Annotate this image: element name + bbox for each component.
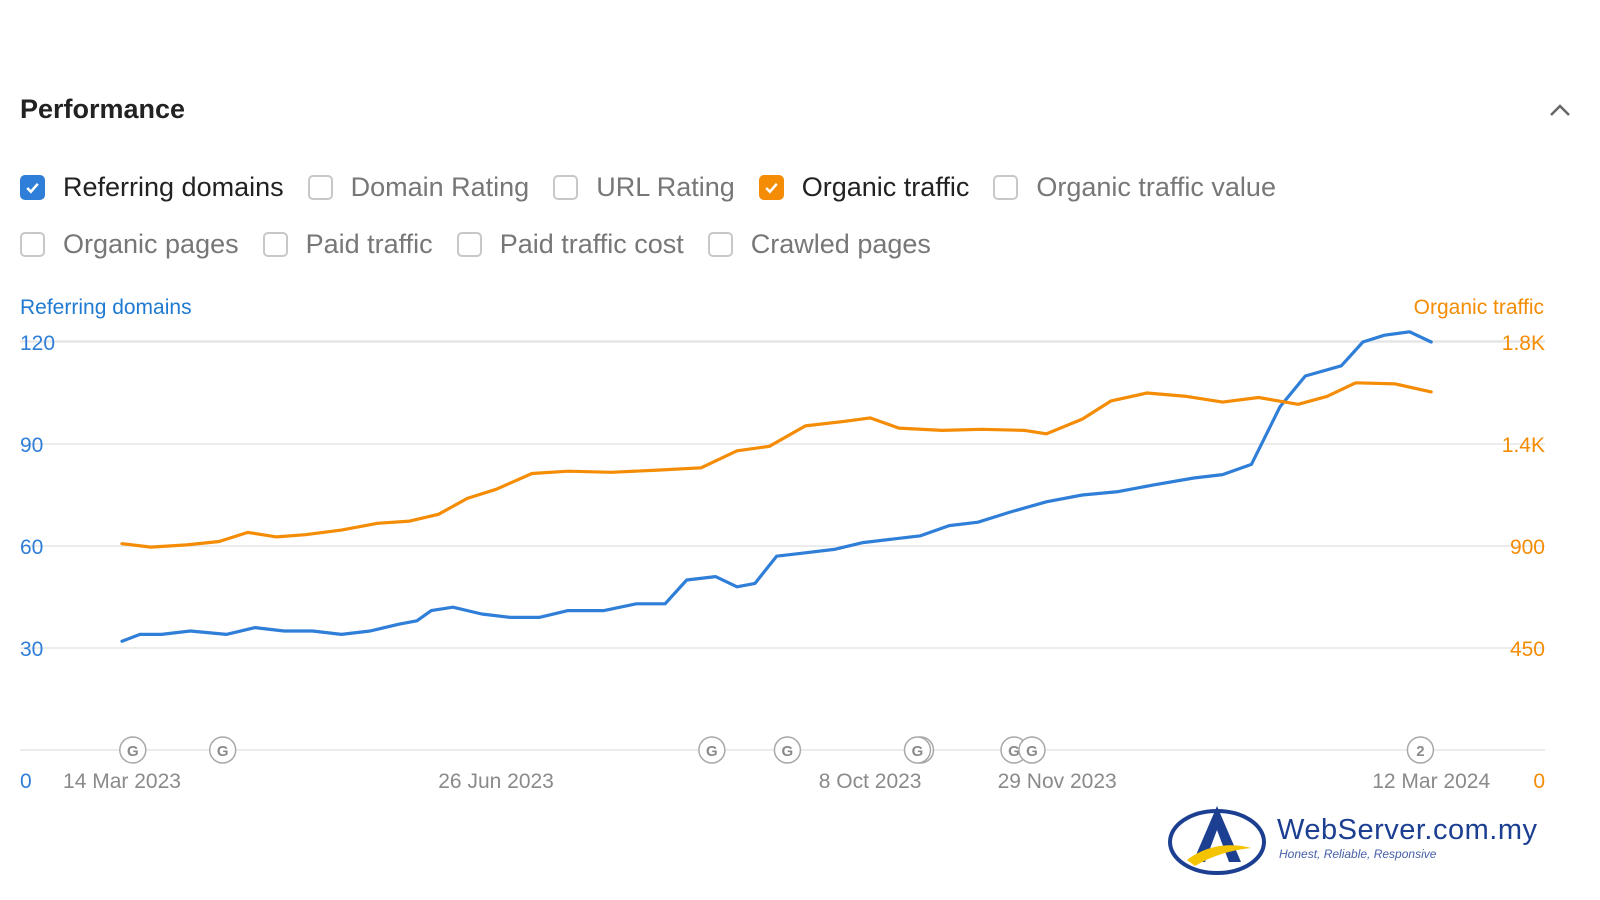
metric-label: Organic pages bbox=[63, 229, 239, 259]
metric-toggle-row-1: Referring domains Domain Rating URL Rati… bbox=[20, 172, 1300, 203]
checkbox-icon[interactable] bbox=[20, 232, 45, 257]
x-axis-tick-label: 26 Jun 2023 bbox=[438, 770, 554, 793]
metric-label: Paid traffic cost bbox=[499, 229, 684, 259]
metric-label: URL Rating bbox=[596, 172, 735, 202]
metric-label: Organic traffic value bbox=[1036, 172, 1276, 202]
annotation-label: G bbox=[1008, 743, 1020, 760]
metric-organic-traffic-value[interactable]: Organic traffic value bbox=[993, 172, 1276, 203]
metric-toggle-row-2: Organic pages Paid traffic Paid traffic … bbox=[20, 229, 955, 260]
logo-name: WebServer.com.my bbox=[1277, 814, 1538, 846]
panel-title: Performance bbox=[20, 94, 186, 124]
right-axis-tick-label: 450 bbox=[1510, 638, 1545, 661]
right-axis-tick-label: 1.8K bbox=[1502, 332, 1545, 355]
checkbox-icon[interactable] bbox=[707, 232, 733, 257]
metric-url-rating[interactable]: URL Rating bbox=[553, 172, 735, 203]
annotation-label: G bbox=[912, 743, 924, 760]
annotation-label: G bbox=[217, 743, 229, 760]
webserver-logo: WebServer.com.my Honest, Reliable, Respo… bbox=[1165, 800, 1565, 880]
metric-label: Domain Rating bbox=[350, 172, 530, 202]
metric-paid-traffic-cost[interactable]: Paid traffic cost bbox=[456, 229, 684, 260]
annotation-label: G bbox=[782, 743, 794, 760]
metric-label: Crawled pages bbox=[750, 229, 931, 259]
checkbox-icon[interactable] bbox=[553, 175, 579, 200]
right-axis-tick-label: 1.4K bbox=[1502, 434, 1545, 457]
annotation-marker bbox=[698, 736, 726, 764]
x-axis-tick-label: 8 Oct 2023 bbox=[819, 770, 922, 793]
performance-header: Performance bbox=[20, 88, 1580, 132]
left-axis-tick-label: 120 bbox=[20, 332, 55, 355]
left-axis-tick-label: 30 bbox=[20, 638, 43, 661]
metric-organic-pages[interactable]: Organic pages bbox=[20, 229, 239, 260]
collapse-button[interactable] bbox=[1544, 94, 1576, 126]
checkbox-icon[interactable] bbox=[456, 232, 482, 257]
referring-domains-line bbox=[120, 330, 1433, 643]
annotation-marker bbox=[903, 736, 932, 764]
checkbox-checked-icon[interactable] bbox=[20, 175, 45, 200]
right-axis-tick-label: 900 bbox=[1510, 536, 1545, 559]
annotation-marker bbox=[1018, 736, 1046, 764]
right-axis-tick-label: 0 bbox=[1533, 770, 1545, 793]
right-axis-title: Organic traffic bbox=[1413, 296, 1544, 319]
webserver-logo-icon bbox=[1168, 806, 1266, 875]
annotation-marker bbox=[208, 736, 237, 764]
annotation-marker bbox=[1406, 736, 1435, 764]
metric-organic-traffic[interactable]: Organic traffic bbox=[758, 172, 970, 203]
checkbox-icon[interactable] bbox=[993, 175, 1019, 200]
metric-crawled-pages[interactable]: Crawled pages bbox=[707, 229, 931, 260]
metric-label: Organic traffic bbox=[801, 172, 970, 202]
left-axis-tick-label: 0 bbox=[20, 770, 32, 793]
metric-paid-traffic[interactable]: Paid traffic bbox=[262, 229, 433, 260]
metric-label: Referring domains bbox=[63, 172, 284, 202]
left-axis-tick-label: 90 bbox=[20, 434, 43, 457]
annotation-label: G bbox=[127, 743, 139, 760]
metric-referring-domains[interactable]: Referring domains bbox=[20, 172, 284, 203]
x-axis-tick-label: 12 Mar 2024 bbox=[1372, 770, 1490, 793]
annotation-marker bbox=[773, 736, 802, 764]
x-axis-tick-label: 14 Mar 2023 bbox=[63, 770, 181, 793]
metric-label: Paid traffic bbox=[305, 229, 433, 259]
metric-domain-rating[interactable]: Domain Rating bbox=[307, 172, 530, 203]
annotation-label: G bbox=[706, 743, 718, 760]
x-axis-tick-label: 29 Nov 2023 bbox=[998, 770, 1117, 793]
checkbox-icon[interactable] bbox=[262, 232, 288, 257]
checkbox-icon[interactable] bbox=[307, 175, 333, 200]
left-axis-tick-label: 60 bbox=[20, 536, 43, 559]
left-axis-title: Referring domains bbox=[20, 296, 192, 319]
performance-chart: 0 30 60 90 120 0 450 900 1.4K 1.8K 14 Mar 2023 26 J… bbox=[20, 330, 1545, 793]
checkbox-checked-icon[interactable] bbox=[758, 175, 784, 200]
organic-traffic-line bbox=[120, 381, 1433, 549]
chevron-up-icon bbox=[1550, 104, 1570, 116]
logo-tagline: Honest, Reliable, Responsive bbox=[1279, 847, 1437, 861]
annotation-label: 2 bbox=[1416, 743, 1424, 760]
annotation-marker bbox=[119, 736, 147, 764]
annotation-label: G bbox=[1026, 743, 1038, 760]
